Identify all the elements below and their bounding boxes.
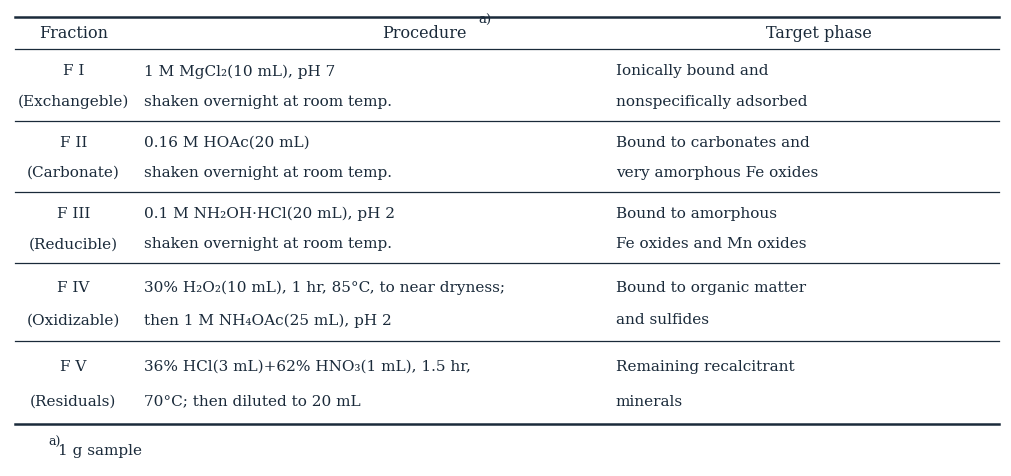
Text: shaken overnight at room temp.: shaken overnight at room temp.: [144, 166, 391, 179]
Text: minerals: minerals: [615, 394, 682, 408]
Text: a): a): [477, 14, 490, 27]
Text: Bound to organic matter: Bound to organic matter: [615, 280, 805, 294]
Text: F V: F V: [61, 359, 87, 373]
Text: F III: F III: [57, 207, 90, 221]
Text: Fe oxides and Mn oxides: Fe oxides and Mn oxides: [615, 237, 806, 251]
Text: shaken overnight at room temp.: shaken overnight at room temp.: [144, 94, 391, 108]
Text: a): a): [49, 435, 61, 448]
Text: then 1 M NH₄OAc(25 mL), pH 2: then 1 M NH₄OAc(25 mL), pH 2: [144, 313, 391, 327]
Text: 0.1 M NH₂OH·HCl(20 mL), pH 2: 0.1 M NH₂OH·HCl(20 mL), pH 2: [144, 207, 394, 221]
Text: (Exchangeble): (Exchangeble): [18, 94, 129, 109]
Text: 36% HCl(3 mL)+62% HNO₃(1 mL), 1.5 hr,: 36% HCl(3 mL)+62% HNO₃(1 mL), 1.5 hr,: [144, 359, 470, 373]
Text: shaken overnight at room temp.: shaken overnight at room temp.: [144, 237, 391, 251]
Text: Remaining recalcitrant: Remaining recalcitrant: [615, 359, 794, 373]
Text: F IV: F IV: [58, 280, 90, 294]
Text: Bound to carbonates and: Bound to carbonates and: [615, 136, 809, 149]
Text: 70°C; then diluted to 20 mL: 70°C; then diluted to 20 mL: [144, 394, 360, 408]
Text: Fraction: Fraction: [38, 25, 108, 42]
Text: and sulfides: and sulfides: [615, 313, 708, 327]
Text: F I: F I: [63, 64, 84, 78]
Text: (Residuals): (Residuals): [30, 394, 116, 408]
Text: (Oxidizable): (Oxidizable): [26, 313, 120, 327]
Text: very amorphous Fe oxides: very amorphous Fe oxides: [615, 166, 817, 179]
Text: F II: F II: [60, 136, 87, 149]
Text: 0.16 M HOAc(20 mL): 0.16 M HOAc(20 mL): [144, 136, 309, 149]
Text: (Carbonate): (Carbonate): [27, 166, 119, 179]
Text: Procedure: Procedure: [381, 25, 466, 42]
Text: nonspecifically adsorbed: nonspecifically adsorbed: [615, 94, 807, 108]
Text: 1 M MgCl₂(10 mL), pH 7: 1 M MgCl₂(10 mL), pH 7: [144, 64, 335, 79]
Text: Target phase: Target phase: [764, 25, 870, 42]
Text: Ionically bound and: Ionically bound and: [615, 64, 767, 78]
Text: Bound to amorphous: Bound to amorphous: [615, 207, 775, 221]
Text: 1 g sample: 1 g sample: [59, 443, 143, 456]
Text: 30% H₂O₂(10 mL), 1 hr, 85°C, to near dryness;: 30% H₂O₂(10 mL), 1 hr, 85°C, to near dry…: [144, 280, 504, 294]
Text: (Reducible): (Reducible): [29, 237, 118, 251]
